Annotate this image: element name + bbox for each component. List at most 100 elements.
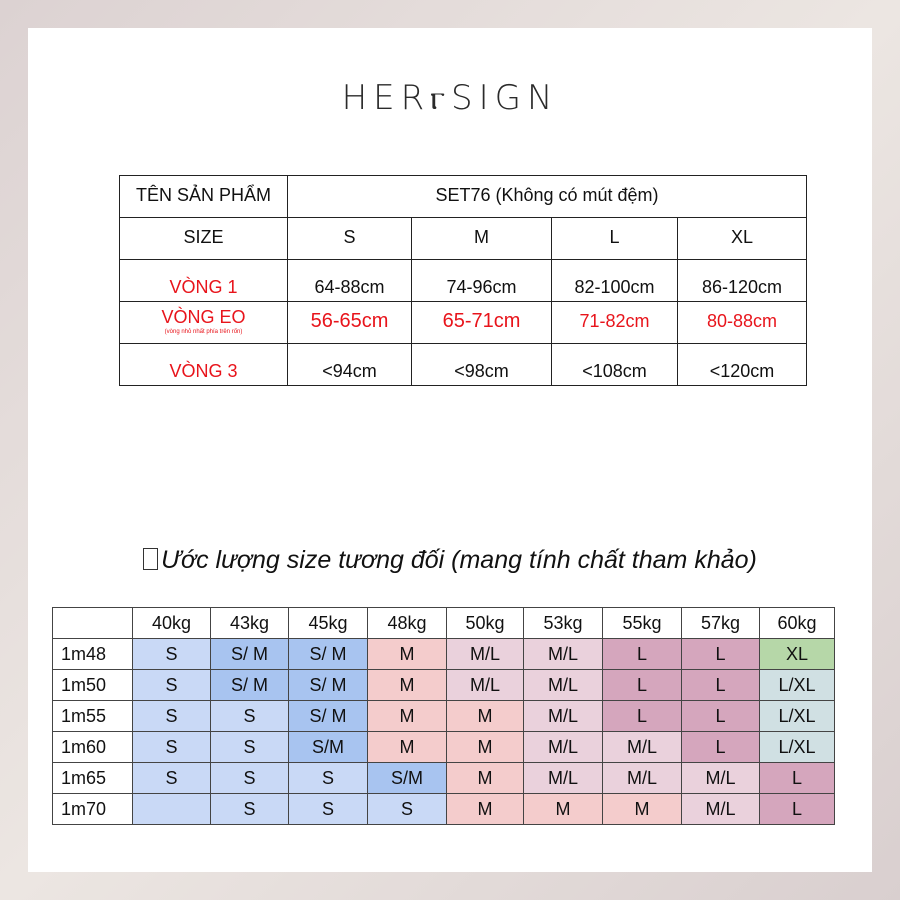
size-estimate-cell: S/ M	[288, 638, 368, 670]
size-estimate-cell: M/L	[602, 762, 682, 794]
measure-cell: <120cm	[677, 343, 807, 386]
row-label: VÒNG 3	[119, 343, 288, 386]
estimate-row: 1m65 S S S S/M M M/L M/L M/L L	[52, 762, 835, 794]
size-table-row-sizes: SIZE S M L XL	[119, 217, 807, 260]
weight-header: 43kg	[210, 607, 289, 639]
size-estimate-cell: M	[523, 793, 603, 825]
size-estimate-cell: L	[681, 731, 760, 763]
measure-cell: 74-96cm	[411, 259, 552, 302]
measure-cell: 65-71cm	[411, 301, 552, 344]
size-estimate-cell: S/ M	[210, 669, 289, 701]
size-estimate-cell: S	[210, 762, 289, 794]
product-label: TÊN SẢN PHẨM	[119, 175, 288, 218]
size-estimate-cell: M/L	[523, 700, 603, 732]
weight-header: 53kg	[523, 607, 603, 639]
size-estimate-cell	[132, 793, 211, 825]
row-note: (vòng nhỏ nhất phía trên rốn)	[164, 328, 243, 335]
size-estimate-cell: S	[132, 638, 211, 670]
row-label: VÒNG EO	[161, 306, 246, 327]
height-label: 1m70	[52, 793, 133, 825]
size-estimate-cell: L/XL	[759, 731, 835, 763]
size-estimate-cell: L	[602, 669, 682, 701]
size-estimate-cell: L/XL	[759, 669, 835, 701]
row-label-eo: VÒNG EO (vòng nhỏ nhất phía trên rốn)	[119, 301, 288, 344]
weight-header: 50kg	[446, 607, 524, 639]
size-estimate-cell: L	[681, 669, 760, 701]
weight-header: 57kg	[681, 607, 760, 639]
measure-cell: <98cm	[411, 343, 552, 386]
size-estimate-cell: S	[210, 731, 289, 763]
size-estimate-cell: M	[367, 669, 447, 701]
weight-header: 48kg	[367, 607, 447, 639]
estimate-row: 1m55 S S S/ M M M M/L L L L/XL	[52, 700, 835, 732]
measure-cell: <108cm	[551, 343, 678, 386]
size-header: XL	[677, 217, 807, 260]
measure-cell: 86-120cm	[677, 259, 807, 302]
size-estimate-cell: M/L	[446, 669, 524, 701]
size-estimate-cell: S	[288, 793, 368, 825]
product-name: SET76 (Không có mút đệm)	[287, 175, 807, 218]
brand-logo: HERⲅSIGN	[341, 78, 559, 118]
measure-cell: 82-100cm	[551, 259, 678, 302]
measure-cell: <94cm	[287, 343, 412, 386]
checkbox-icon	[143, 548, 159, 570]
size-estimate-cell: M/L	[523, 731, 603, 763]
size-estimate-cell: M/L	[681, 762, 760, 794]
measure-cell: 64-88cm	[287, 259, 412, 302]
estimate-row: 1m70 S S S M M M M/L L	[52, 793, 835, 825]
size-estimate-cell: S	[288, 762, 368, 794]
estimate-row: 1m50 S S/ M S/ M M M/L M/L L L L/XL	[52, 669, 835, 701]
height-label: 1m65	[52, 762, 133, 794]
weight-header: 45kg	[288, 607, 368, 639]
size-estimate-cell: S/M	[367, 762, 447, 794]
size-estimate-cell: M/L	[446, 638, 524, 670]
weight-header: 40kg	[132, 607, 211, 639]
estimate-title-text: Ước lượng size tương đối (mang tính chất…	[161, 546, 757, 574]
size-table-row-product: TÊN SẢN PHẨM SET76 (Không có mút đệm)	[119, 175, 807, 218]
size-estimate-cell: M	[446, 762, 524, 794]
weight-header: 60kg	[759, 607, 835, 639]
height-label: 1m50	[52, 669, 133, 701]
size-estimate-cell: S	[132, 700, 211, 732]
size-estimate-cell: XL	[759, 638, 835, 670]
size-estimate-cell: M/L	[681, 793, 760, 825]
height-label: 1m55	[52, 700, 133, 732]
size-estimate-cell: S/ M	[210, 638, 289, 670]
size-estimate-cell: M	[446, 793, 524, 825]
size-estimate-cell: L	[759, 793, 835, 825]
size-estimate-cell: L	[602, 638, 682, 670]
estimate-table: 40kg 43kg 45kg 48kg 50kg 53kg 55kg 57kg 60kg 1m48…	[52, 607, 835, 825]
size-header: M	[411, 217, 552, 260]
size-estimate-cell: L/XL	[759, 700, 835, 732]
size-guide-card: HERⲅSIGN TÊN SẢN PHẨM SET76 (Không có mú…	[28, 28, 872, 872]
size-estimate-cell: L	[681, 638, 760, 670]
size-estimate-cell: S	[132, 731, 211, 763]
size-estimate-cell: S/ M	[288, 700, 368, 732]
row-label: VÒNG 1	[119, 259, 288, 302]
measure-cell: 56-65cm	[287, 301, 412, 344]
size-estimate-cell: M	[367, 700, 447, 732]
size-estimate-cell: M	[602, 793, 682, 825]
estimate-row: 1m60 S S S/M M M M/L M/L L L/XL	[52, 731, 835, 763]
size-header: L	[551, 217, 678, 260]
size-estimate-cell: S	[210, 793, 289, 825]
size-table: TÊN SẢN PHẨM SET76 (Không có mút đệm) SI…	[119, 175, 807, 386]
size-estimate-cell: L	[759, 762, 835, 794]
height-label: 1m60	[52, 731, 133, 763]
size-estimate-cell: M/L	[523, 669, 603, 701]
size-estimate-cell: S	[367, 793, 447, 825]
size-estimate-cell: S/ M	[288, 669, 368, 701]
height-label: 1m48	[52, 638, 133, 670]
size-estimate-cell: S	[132, 762, 211, 794]
size-estimate-cell: S/M	[288, 731, 368, 763]
size-estimate-cell: M	[446, 731, 524, 763]
size-estimate-cell: S	[210, 700, 289, 732]
size-estimate-cell: L	[602, 700, 682, 732]
size-estimate-cell: M	[446, 700, 524, 732]
corner-cell	[52, 607, 133, 639]
size-estimate-cell: M	[367, 731, 447, 763]
size-table-row-vong3: VÒNG 3 <94cm <98cm <108cm <120cm	[119, 343, 807, 386]
weight-header: 55kg	[602, 607, 682, 639]
estimate-header-row: 40kg 43kg 45kg 48kg 50kg 53kg 55kg 57kg 60kg	[52, 607, 835, 639]
size-table-row-vong-eo: VÒNG EO (vòng nhỏ nhất phía trên rốn) 56…	[119, 301, 807, 344]
